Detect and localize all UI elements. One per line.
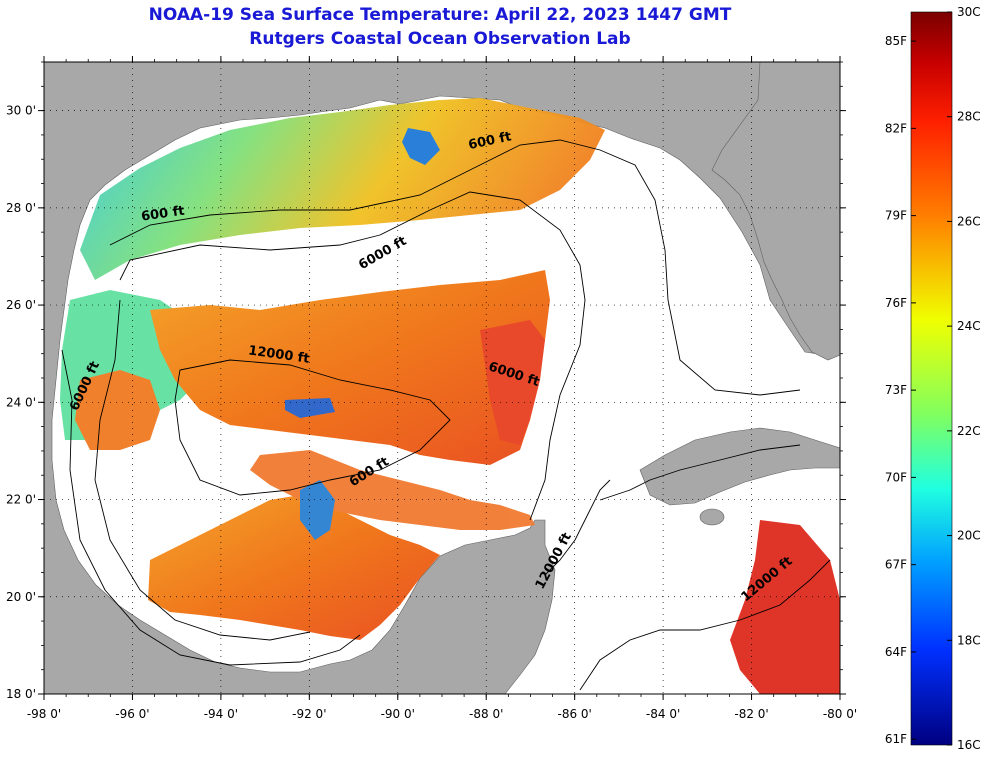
longitude-labels: -98 0' -96 0' -94 0' -92 0' -90 0' -88 0' -86 …: [27, 707, 857, 721]
lat-tick-label: 18 0': [6, 687, 36, 701]
graticule: [44, 62, 840, 694]
contour-600ft-north: [109, 139, 801, 396]
lat-tick-label: 24 0': [6, 395, 36, 409]
map-title: NOAA-19 Sea Surface Temperature: April 2…: [148, 5, 732, 25]
lat-tick-label: 22 0': [6, 493, 36, 507]
contour-6000ft-west: [94, 299, 311, 641]
lat-tick-label: 20 0': [6, 590, 36, 604]
contour-600ft-west: [61, 349, 361, 666]
sst-data-layer: [60, 98, 840, 694]
contour-yucatan: [579, 559, 831, 691]
colorbar-gradient: [910, 11, 953, 746]
colorbar-fahrenheit-label: 73F: [885, 383, 907, 397]
lat-tick-label: 26 0': [6, 298, 36, 312]
colorbar-celsius-label: 16C: [957, 738, 981, 752]
bathymetry-contours: [61, 139, 831, 691]
lon-tick-label: -80 0': [823, 707, 857, 721]
colorbar-celsius-label: 28C: [957, 110, 981, 124]
lon-tick-label: -90 0': [381, 707, 415, 721]
lon-tick-label: -98 0': [27, 707, 61, 721]
colorbar-fahrenheit-label: 64F: [885, 645, 907, 659]
land-cuba: [639, 427, 840, 506]
lon-tick-label: -92 0': [292, 707, 326, 721]
colorbar-fahrenheit-label: 85F: [885, 34, 907, 48]
colorbar-celsius-label: 24C: [957, 319, 981, 333]
lat-tick-label: 28 0': [6, 201, 36, 215]
colorbar-fahrenheit-label: 79F: [885, 209, 907, 223]
lon-tick-label: -88 0': [469, 707, 503, 721]
map-subtitle: Rutgers Coastal Ocean Observation Lab: [249, 29, 631, 49]
colorbar-celsius-label: 26C: [957, 214, 981, 228]
lon-tick-label: -84 0': [646, 707, 680, 721]
contour-depth-label: 600 ft: [140, 204, 185, 225]
colorbar-celsius-label: 22C: [957, 424, 981, 438]
lon-tick-label: -94 0': [204, 707, 238, 721]
land-florida: [711, 62, 840, 361]
colorbar-fahrenheit-label: 67F: [885, 558, 907, 572]
contour-6000ft: [119, 191, 586, 521]
lon-tick-label: -86 0': [557, 707, 591, 721]
colorbar-fahrenheit-label: 61F: [885, 732, 907, 746]
land-isla-juventud: [699, 508, 725, 526]
contour-12000ft-east: [544, 479, 611, 576]
latitude-labels: 18 0' 20 0' 22 0' 24 0' 26 0' 28 0' 30 0': [6, 104, 36, 701]
colorbar-fahrenheit-label: 76F: [885, 296, 907, 310]
lat-tick-label: 30 0': [6, 104, 36, 118]
colorbar-celsius-label: 20C: [957, 529, 981, 543]
colorbar-fahrenheit-label: 70F: [885, 470, 907, 484]
colorbar-celsius-label: 30C: [957, 5, 981, 19]
lon-tick-label: -82 0': [734, 707, 768, 721]
axis-ticks: [38, 56, 846, 700]
colorbar-fahrenheit-label: 82F: [885, 121, 907, 135]
colorbar-celsius-label: 18C: [957, 633, 981, 647]
contour-yucatan-2: [599, 444, 801, 501]
lon-tick-label: -96 0': [115, 707, 149, 721]
contour-12000ft: [174, 359, 451, 496]
